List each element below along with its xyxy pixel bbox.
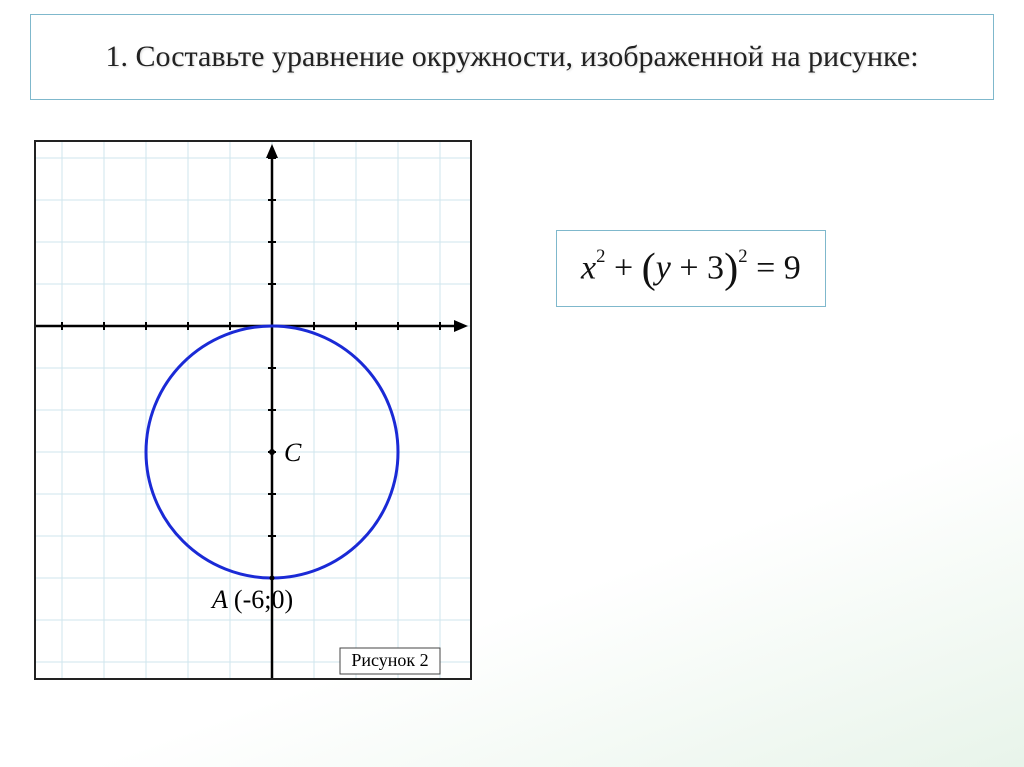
coordinate-plane-chart: C A (-6;0) Рисунок 2 [34, 140, 472, 680]
problem-title-box: 1. Составьте уравнение окружности, изобр… [30, 14, 994, 100]
equation-var-x: x [581, 250, 596, 287]
svg-text:Рисунок 2: Рисунок 2 [351, 650, 428, 670]
svg-text:A (-6;0): A (-6;0) [210, 585, 293, 614]
problem-title: 1. Составьте уравнение окружности, изобр… [105, 38, 918, 76]
svg-text:C: C [284, 438, 302, 467]
equation-box: x2 + (y + 3)2 = 9 [556, 230, 826, 307]
coordinate-plane-svg: C A (-6;0) Рисунок 2 [36, 142, 470, 678]
equation-var-y: y [656, 250, 671, 287]
